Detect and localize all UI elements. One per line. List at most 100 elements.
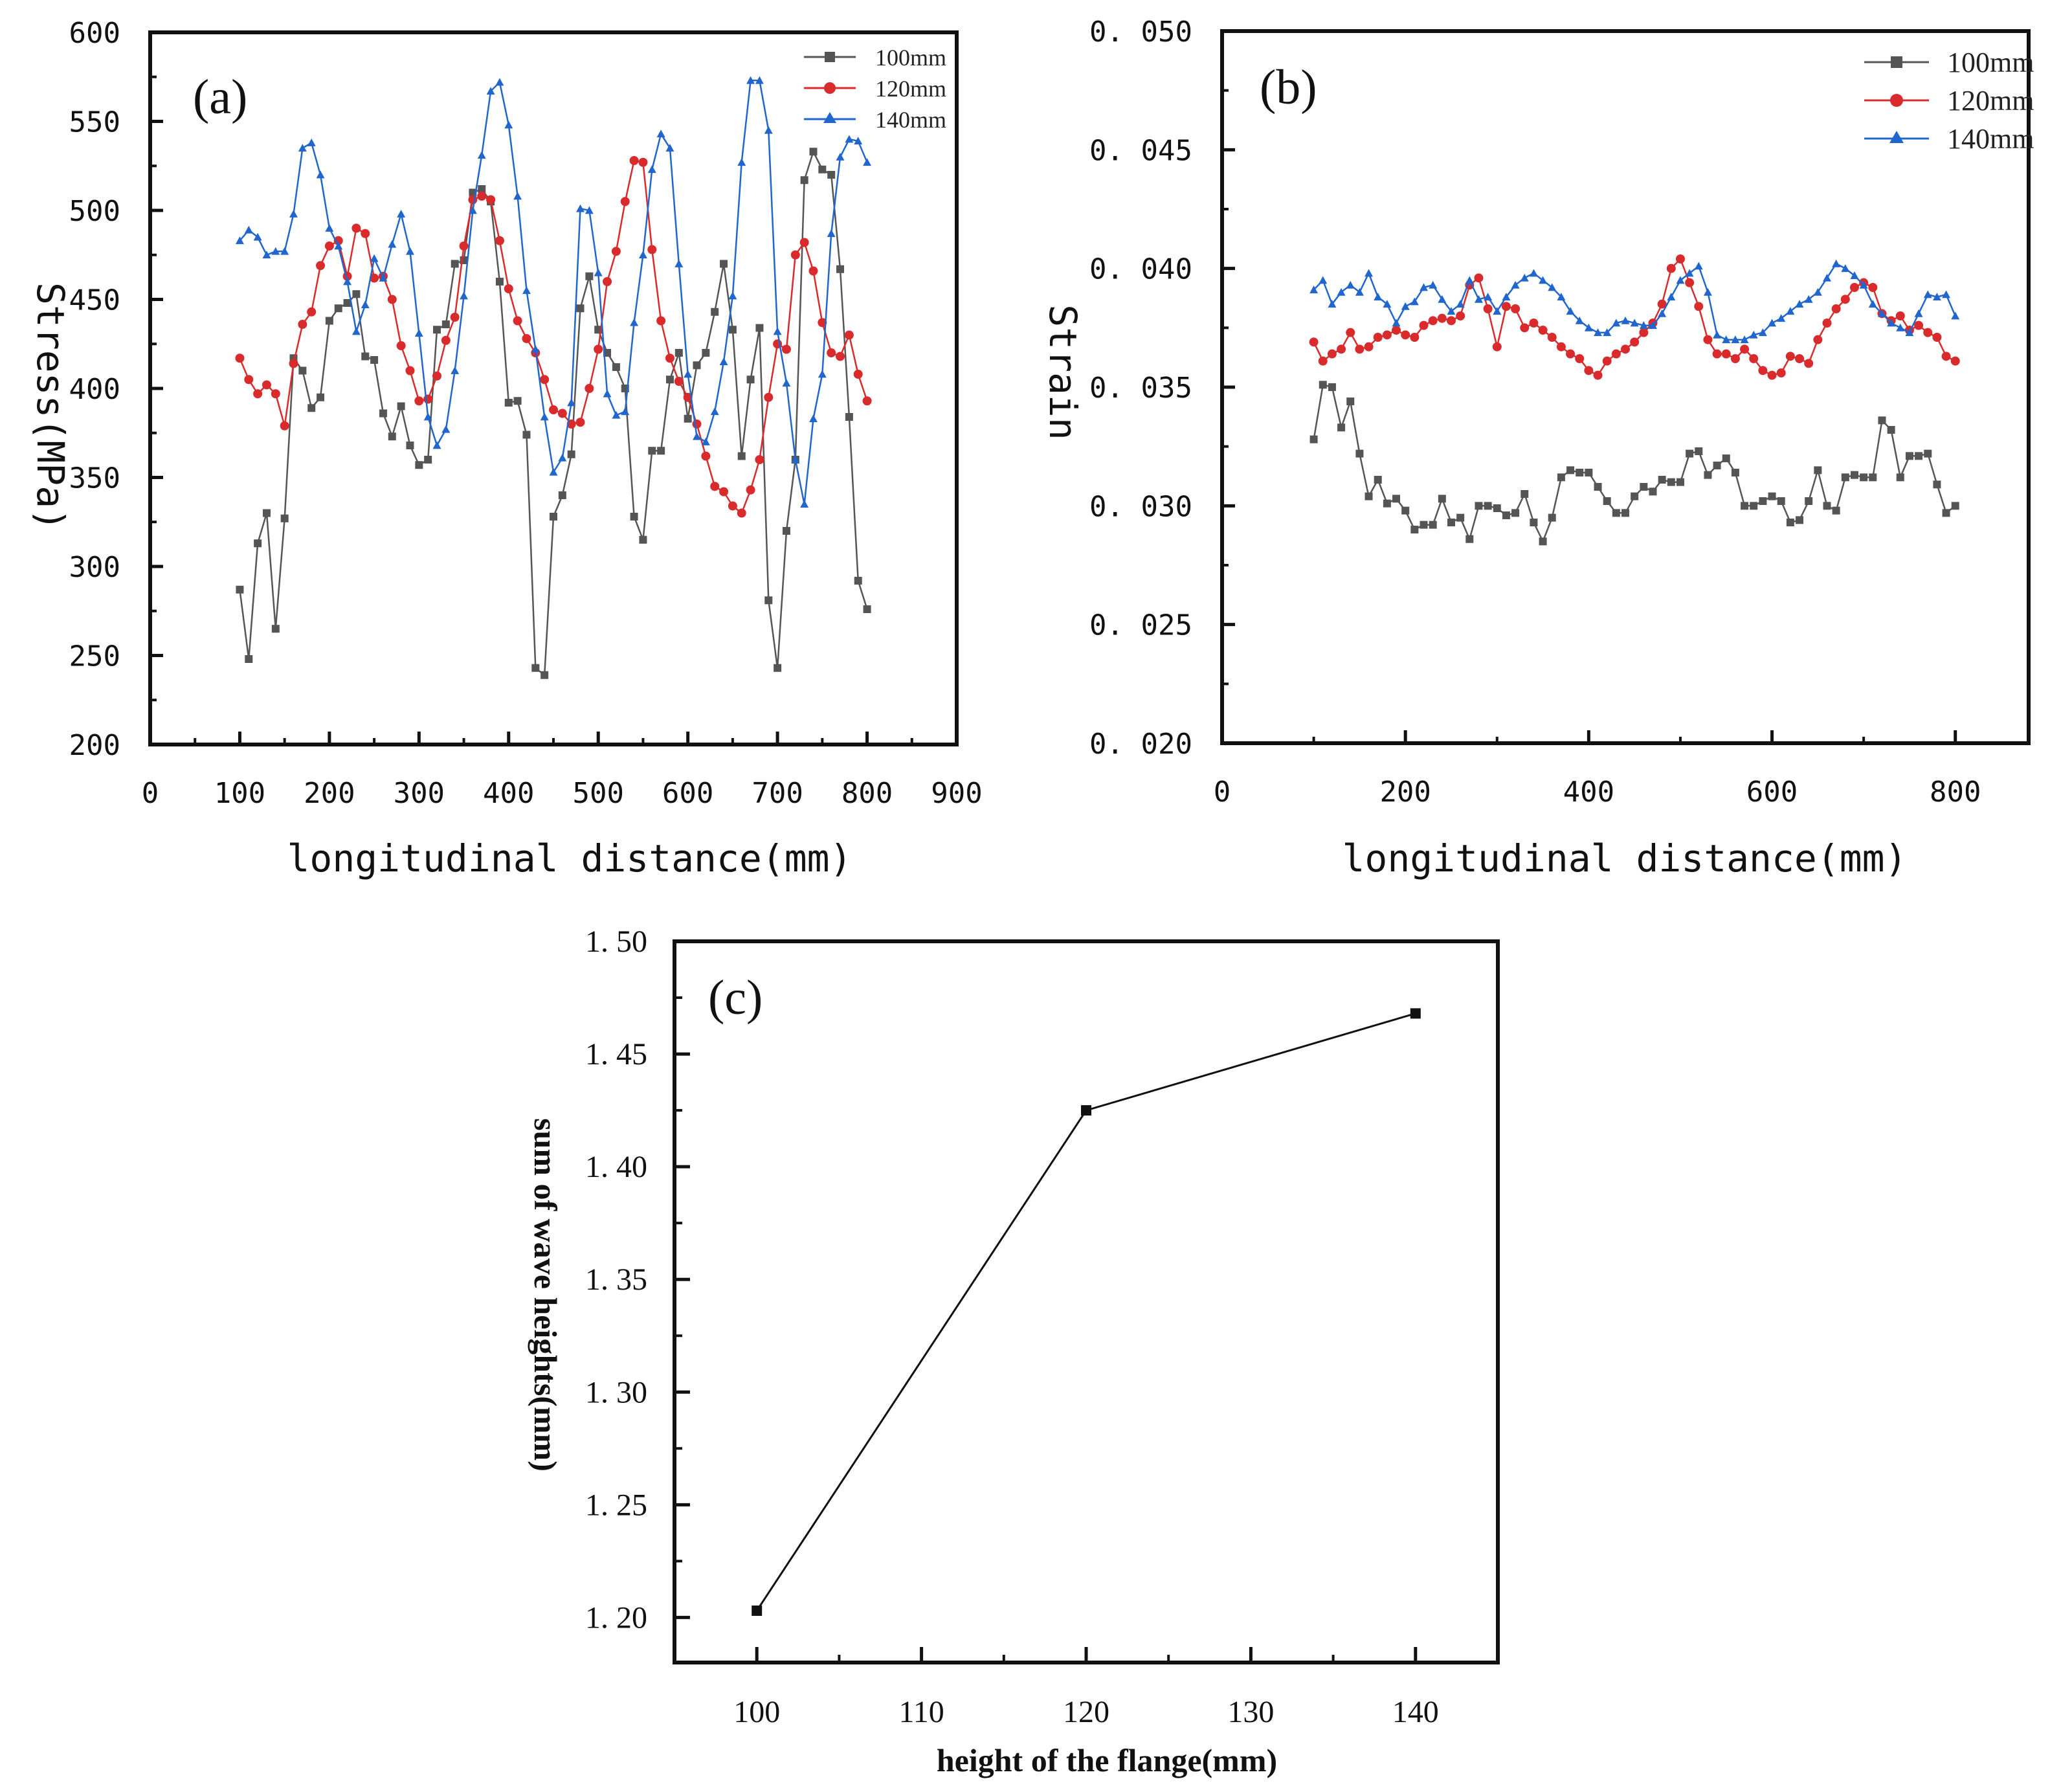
y-axis-title: Strain [1041,304,1085,440]
data-point-120mm [513,316,522,326]
data-point-100mm [800,176,808,185]
data-point-140mm [773,327,782,335]
data-point-100mm [1447,519,1455,526]
data-point-140mm [665,144,674,152]
data-point-120mm [575,418,585,427]
series-line-140mm [239,80,868,505]
data-point-100mm [424,456,432,464]
data-point-120mm [1749,354,1759,363]
data-point-140mm [1685,269,1694,277]
data-point-100mm [1594,483,1602,491]
data-point-140mm [307,139,316,146]
data-point-100mm [648,447,656,455]
data-point-120mm [253,389,263,399]
data-point-140mm [1694,262,1703,270]
x-tick-label: 140 [1392,1695,1439,1729]
data-point-120mm [1804,359,1814,368]
data-point-140mm [1740,335,1749,344]
data-point-140mm [1584,323,1593,331]
data-point-100mm [809,148,818,156]
data-point-100mm [379,409,387,418]
data-point-140mm [1474,295,1483,303]
data-point-140mm [280,247,289,255]
data-point-140mm [540,412,549,421]
data-point-120mm [1547,333,1557,342]
x-axis-ticks: 0 200 400 600 800 [1214,730,1981,809]
y-axis-ticks: 1. 20 1. 25 1. 30 1. 35 1. 40 1. 45 1. 50 [585,924,690,1635]
x-axis-title: longitudinal distance(mm) [1342,836,1908,880]
data-point-120mm [764,392,774,402]
data-point-120mm [1437,313,1447,323]
data-point-100mm [576,304,585,313]
y-tick-label: 550 [69,106,120,139]
data-point-140mm [1392,319,1401,327]
data-point-120mm [1373,333,1383,342]
data-point-120mm [1813,335,1823,344]
data-point-100mm [728,326,737,334]
data-point-100mm [612,363,620,371]
series-group [752,1008,1421,1616]
x-tick-label: 100 [214,777,265,810]
data-point-100mm [1832,506,1840,515]
data-point-120mm [1309,337,1319,347]
data-point-140mm [1456,300,1465,308]
y-tick-label: 450 [69,284,120,317]
data-point-100mm [298,366,307,375]
data-point-100mm [720,260,728,268]
legend-marker-140mm [823,112,836,123]
data-point-140mm [495,78,504,86]
x-tick-label: 200 [1379,776,1431,809]
data-point-140mm [567,398,576,407]
data-point-100mm [711,308,719,316]
data-point-100mm [1475,502,1483,510]
data-point-100mm [1759,497,1767,505]
data-point-100mm [1576,469,1584,476]
y-tick-label: 0. 030 [1089,490,1192,523]
data-point-120mm [1795,354,1805,363]
data-point-120mm [370,273,379,283]
data-point-140mm [253,232,262,241]
data-point-140mm [1309,286,1319,294]
data-point-100mm [1511,509,1520,517]
series-group [1309,254,1960,546]
data-point-100mm [307,404,316,412]
data-point-120mm [1602,356,1612,366]
data-point-140mm [423,412,432,421]
data-point-120mm [271,389,280,399]
data-point-120mm [1630,337,1640,347]
data-point-140mm [863,158,872,166]
data-point-140mm [361,300,370,309]
data-point-120mm [818,318,827,328]
data-point-140mm [674,260,684,267]
data-point-140mm [1594,328,1603,337]
data-point-100mm [1383,499,1391,508]
data-point-100mm [504,399,513,407]
data-point-120mm [387,295,397,304]
data-point-100mm [1493,504,1501,512]
x-tick-label: 700 [752,777,803,810]
data-point-100mm [433,326,441,334]
data-point-100mm [361,352,370,361]
data-point-120mm [1675,254,1685,263]
data-point-100mm [737,452,746,460]
data-point-100mm [1465,535,1474,543]
data-point-140mm [531,345,540,353]
data-point-100mm [1649,487,1657,496]
data-point-140mm [388,240,397,248]
data-point-140mm [1749,330,1758,339]
data-point-140mm [719,357,728,366]
data-point-100mm [397,402,405,410]
data-point-120mm [244,375,254,385]
data-point-140mm [1630,319,1639,327]
data-point-140mm [1905,328,1914,337]
data-point-120mm [1685,278,1695,287]
data-point-120mm [638,157,648,167]
data-point-120mm [1355,344,1365,354]
data-point-120mm [827,348,836,357]
y-tick-label: 0. 040 [1089,253,1192,286]
data-point-120mm [298,320,307,329]
data-point-100mm [271,625,280,633]
data-point-100mm [639,535,647,544]
data-point-120mm [611,247,621,256]
